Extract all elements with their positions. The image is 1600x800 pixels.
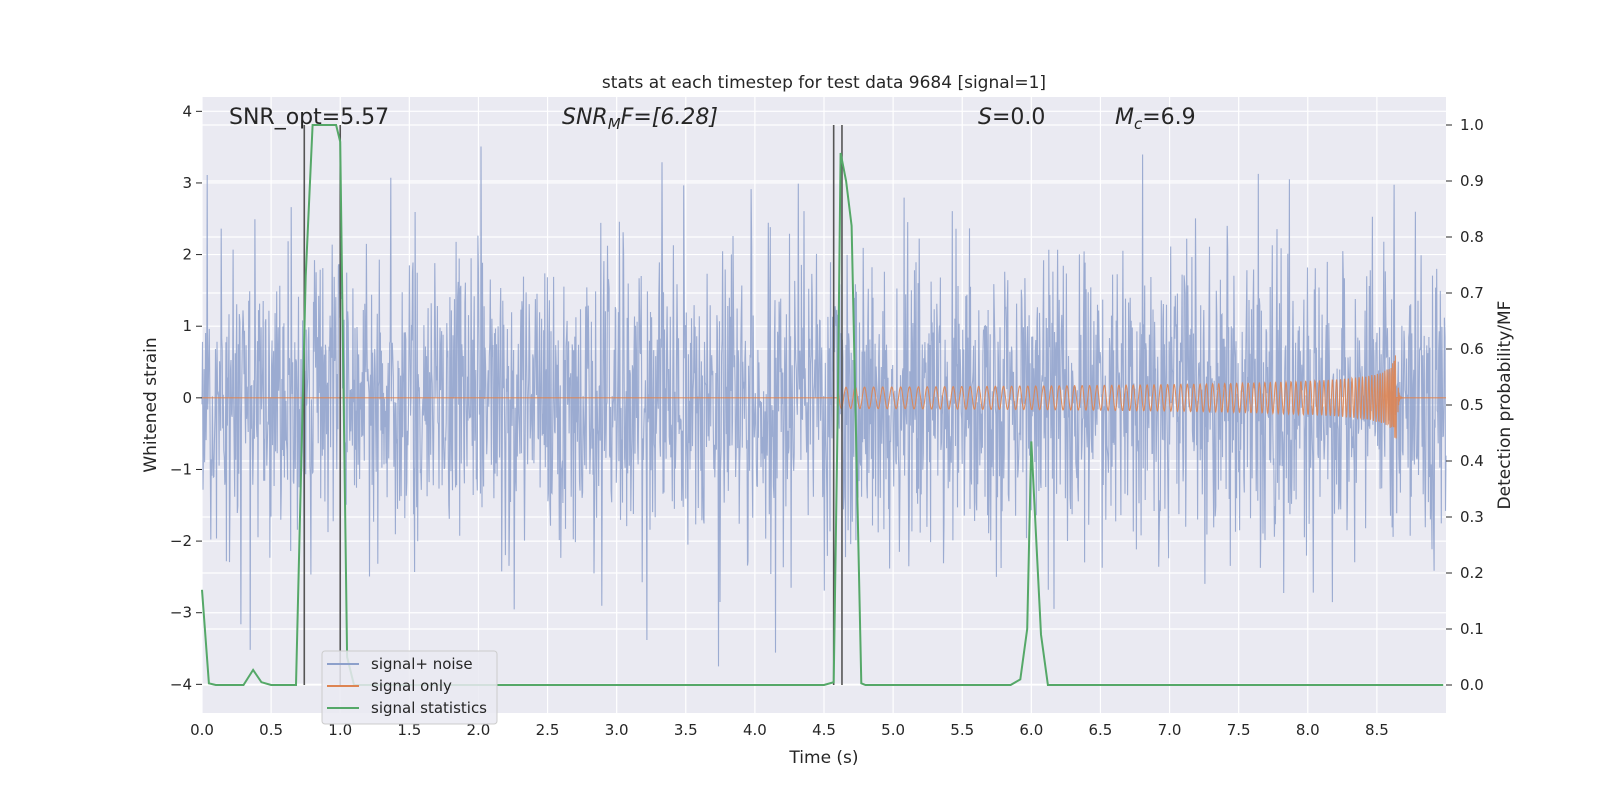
y-axis-label-right: Detection probability/MF (1495, 301, 1515, 510)
y-tick-label-left: −4 (170, 675, 192, 693)
legend-label-signal-statistics: signal statistics (371, 699, 487, 717)
x-tick-label: 0.5 (259, 721, 283, 739)
y-tick-label-left: −2 (170, 532, 192, 550)
x-tick-label: 2.0 (467, 721, 491, 739)
y-tick-label-left: −3 (170, 604, 192, 622)
y-tick-label-right: 1.0 (1460, 116, 1484, 134)
annotation-mc-subscript: c (1134, 115, 1143, 133)
vertical-markers (303, 125, 843, 685)
annotation-snr-mf-value: F=[6.28] (621, 105, 718, 130)
chart-title: stats at each timestep for test data 968… (602, 73, 1046, 93)
x-tick-label: 3.5 (674, 721, 698, 739)
signal-only-series (202, 355, 1446, 439)
x-tick-label: 5.5 (950, 721, 974, 739)
x-tick-label: 8.5 (1365, 721, 1389, 739)
y-tick-label-left: 0 (182, 389, 192, 407)
y-tick-label-right: 0.5 (1460, 396, 1484, 414)
signal-noise-line (201, 146, 1447, 667)
x-tick-label: 7.5 (1227, 721, 1251, 739)
annotation-snr-mf-subscript: M (608, 115, 621, 133)
y-tick-label-right: 0.3 (1460, 508, 1484, 526)
legend-label-signal-noise: signal+ noise (371, 655, 473, 673)
y-tick-label-right: 0.8 (1460, 228, 1484, 246)
legend-box (321, 650, 498, 725)
y-tick-label-right: 0.4 (1460, 452, 1484, 470)
x-tick-label: 1.0 (328, 721, 352, 739)
y-tick-label-right: 0.0 (1460, 676, 1484, 694)
signal-noise-series (201, 146, 1447, 667)
legend: signal+ noise signal only signal statist… (321, 650, 498, 725)
y-tick-label-right: 0.1 (1460, 620, 1484, 638)
y-tick-label-left: 4 (182, 102, 192, 120)
signal-statistics-series (201, 124, 1444, 686)
y-axis-label-left: Whitened strain (141, 337, 161, 472)
x-tick-label: 5.0 (881, 721, 905, 739)
y-tick-label-left: 2 (182, 246, 192, 264)
legend-label-signal-only: signal only (371, 677, 452, 695)
x-tick-label: 6.0 (1019, 721, 1043, 739)
annotation-s: S=0.0 (978, 105, 1045, 130)
signal-only-line (202, 355, 1446, 439)
x-axis-label: Time (s) (788, 748, 858, 768)
y-tick-label-right: 0.6 (1460, 340, 1484, 358)
x-tick-label: 6.5 (1089, 721, 1113, 739)
x-tick-label: 2.5 (536, 721, 560, 739)
signal-statistics-line (201, 124, 1444, 686)
x-tick-label: 4.5 (812, 721, 836, 739)
x-tick-label: 0.0 (190, 721, 214, 739)
annotation-mc-value: =6.9 (1142, 105, 1195, 130)
annotation-s-label: S (978, 105, 992, 130)
y-tick-label-left: 3 (182, 174, 192, 192)
tick-labels: 0.0 0.5 1.0 1.5 2.0 2.5 3.0 3.5 4.0 4.5 5.0 5.5 6.0 6… (170, 102, 1484, 739)
annotation-snr-opt: SNR_opt=5.57 (229, 105, 389, 130)
x-tick-label: 4.0 (743, 721, 767, 739)
y-tick-label-right: 0.7 (1460, 284, 1484, 302)
x-tick-label: 8.0 (1296, 721, 1320, 739)
annotation-snr-mf: SNRMF=[6.28] (562, 105, 718, 133)
x-tick-label: 1.5 (397, 721, 421, 739)
y-tick-label-left: 1 (182, 317, 192, 335)
y-tick-label-right: 0.2 (1460, 564, 1484, 582)
y-tick-label-right: 0.9 (1460, 172, 1484, 190)
annotation-mc: Mc=6.9 (1115, 105, 1196, 133)
y-tick-label-left: −1 (170, 460, 192, 478)
x-tick-label: 7.0 (1158, 721, 1182, 739)
x-tick-label: 3.0 (605, 721, 629, 739)
annotation-mc-label: M (1115, 105, 1134, 130)
annotation-s-value: =0.0 (992, 105, 1045, 130)
annotation-snr-mf-label: SNR (562, 105, 608, 130)
